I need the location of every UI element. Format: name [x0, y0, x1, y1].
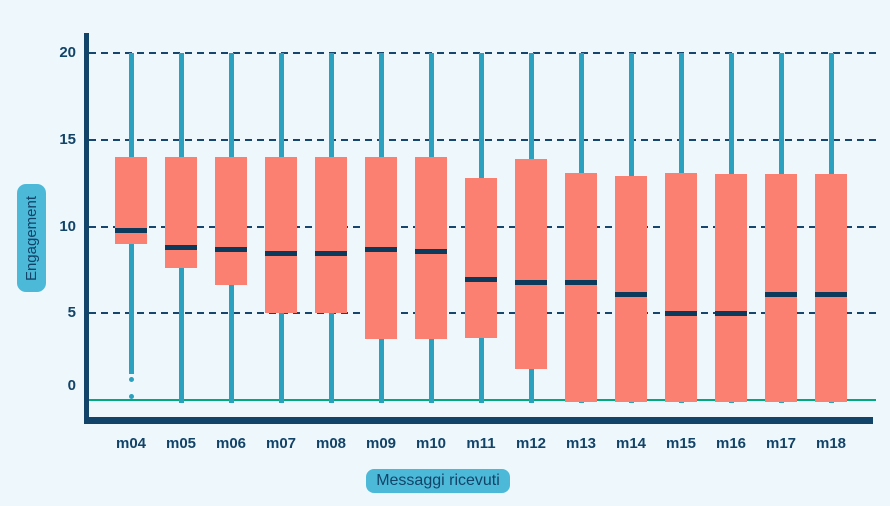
median-m13: [565, 280, 597, 286]
x-tick-label-m05: m05: [165, 435, 197, 452]
median-m14: [615, 292, 647, 298]
box-m07: [265, 157, 297, 314]
median-m04: [115, 227, 147, 233]
box-m10: [415, 157, 447, 340]
x-tick-label-m10: m10: [415, 435, 447, 452]
x-tick-label-m06: m06: [215, 435, 247, 452]
box-m17: [765, 174, 797, 402]
x-tick-label-m13: m13: [565, 435, 597, 452]
median-m18: [815, 292, 847, 298]
median-m15: [665, 311, 697, 317]
y-axis-label-text: Engagement: [23, 195, 41, 281]
y-tick-label-10: 10: [59, 217, 76, 235]
box-m06: [215, 157, 247, 286]
box-m11: [465, 177, 497, 338]
x-tick-label-m11: m11: [466, 435, 496, 452]
box-m08: [315, 157, 347, 314]
outlier-m04-0: [128, 376, 134, 382]
box-m16: [715, 174, 747, 402]
y-tick-label-15: 15: [59, 130, 76, 148]
box-m12: [515, 158, 547, 369]
median-m17: [765, 292, 797, 298]
x-tick-label-m16: m16: [715, 435, 747, 452]
y-tick-label-20: 20: [59, 44, 76, 61]
y-axis-line: [84, 33, 89, 424]
x-axis-label: Messaggi ricevuti: [366, 469, 510, 493]
box-m14: [615, 176, 647, 402]
x-tick-label-m17: m17: [765, 435, 797, 452]
box-m13: [565, 172, 597, 402]
y-tick-label-5: 5: [67, 304, 76, 322]
x-tick-label-m09: m09: [365, 435, 397, 452]
x-tick-label-m08: m08: [315, 435, 347, 452]
x-axis-line: [84, 417, 873, 424]
x-tick-label-m15: m15: [665, 435, 697, 452]
box-m05: [165, 157, 197, 269]
outlier-m04-1: [128, 394, 134, 400]
x-axis-label-text: Messaggi ricevuti: [376, 472, 500, 489]
x-tick-label-m12: m12: [515, 435, 547, 452]
median-m11: [465, 276, 497, 282]
x-tick-label-m18: m18: [815, 435, 847, 452]
median-m06: [215, 247, 247, 253]
median-m08: [315, 250, 347, 256]
median-m12: [515, 280, 547, 286]
median-m07: [265, 250, 297, 256]
median-m05: [165, 245, 197, 251]
median-m10: [415, 248, 447, 254]
box-m15: [665, 172, 697, 402]
median-m09: [365, 247, 397, 253]
y-tick-label-0: 0: [67, 377, 76, 394]
y-axis-label: Engagement: [17, 184, 46, 292]
box-m18: [815, 174, 847, 402]
x-tick-label-m04: m04: [115, 435, 147, 452]
x-tick-label-m14: m14: [615, 435, 647, 452]
x-tick-label-m07: m07: [265, 435, 297, 452]
median-m16: [715, 311, 747, 317]
